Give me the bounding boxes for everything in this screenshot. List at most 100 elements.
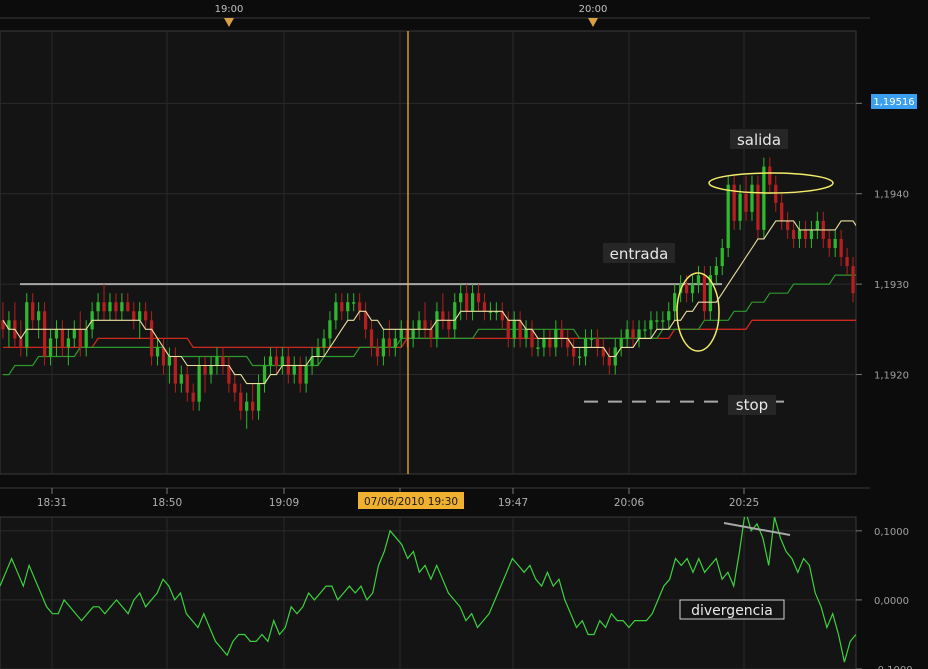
annotation-box	[603, 243, 675, 263]
candle-body	[536, 347, 540, 349]
crosshair-date-tag	[358, 492, 464, 509]
candle-body	[346, 302, 350, 312]
ma-mid-line	[3, 274, 856, 376]
candle-body	[661, 320, 665, 322]
entry-highlight-ellipse	[676, 272, 720, 352]
candle-body	[542, 338, 546, 348]
candle-body	[138, 311, 142, 321]
candle-body	[577, 356, 582, 358]
time-tick-label: 20:06	[614, 497, 645, 509]
candle-body	[524, 329, 528, 339]
candle-body	[114, 302, 118, 312]
candle-body	[310, 356, 314, 366]
candle-body	[239, 392, 243, 411]
candle-body	[227, 365, 231, 384]
candle-body	[447, 320, 451, 330]
candle-body	[352, 302, 356, 304]
oscillator-panel[interactable]	[0, 516, 857, 669]
candle-body	[643, 329, 647, 331]
time-tick-label: 20:25	[729, 497, 759, 509]
osc-tick-label: -0,1000	[874, 665, 913, 669]
candle-body	[744, 193, 748, 212]
candle-body	[482, 302, 487, 312]
candle-body	[7, 320, 11, 330]
time-marker-icon[interactable]	[224, 18, 234, 27]
candle-body	[809, 229, 814, 239]
candle-body	[506, 320, 510, 339]
candle-body	[465, 293, 469, 312]
candle-body	[37, 311, 41, 321]
candle-body	[726, 184, 730, 248]
candle-body	[637, 329, 641, 339]
candle-body	[762, 166, 766, 230]
annotation-box	[730, 129, 788, 149]
annotation-salida: salida	[737, 131, 781, 149]
osc-tick-label: 0,0000	[874, 596, 909, 607]
candle-body	[399, 329, 403, 339]
candle-body	[203, 365, 207, 375]
candle-body	[381, 338, 386, 357]
candle-body	[732, 184, 736, 221]
candle-body	[827, 238, 831, 248]
candle-body	[185, 374, 189, 393]
candle-body	[268, 356, 273, 366]
candle-body	[221, 356, 225, 366]
top-time-label: 19:00	[215, 4, 244, 15]
candle-body	[340, 302, 344, 312]
candle-body	[31, 302, 35, 321]
candle-body	[161, 347, 166, 366]
annotation-box	[679, 599, 785, 620]
candle-body	[316, 347, 320, 357]
candle-body	[595, 338, 600, 348]
candle-body	[601, 347, 605, 357]
candle-body	[815, 220, 819, 230]
candle-body	[149, 320, 154, 357]
candle-body	[328, 320, 332, 339]
candle-body	[375, 347, 380, 357]
candle-body	[476, 293, 481, 303]
candle-body	[167, 356, 172, 366]
price-tick-label: 1,1920	[874, 371, 909, 382]
candle-body	[619, 338, 623, 348]
time-tick-label: 18:31	[37, 497, 67, 509]
candle-body	[274, 356, 279, 366]
candle-body	[548, 338, 552, 348]
candle-body	[387, 338, 391, 348]
candle-body	[702, 275, 707, 312]
candle-body	[839, 238, 843, 258]
candle-body	[494, 311, 498, 313]
candle-body	[120, 302, 124, 312]
candle-body	[667, 311, 671, 321]
candle-body	[251, 401, 255, 411]
candle-body	[566, 338, 570, 348]
candle-body	[96, 302, 100, 312]
candle-body	[738, 193, 742, 221]
time-marker-icon[interactable]	[588, 18, 598, 27]
candle-body	[512, 320, 516, 339]
candle-body	[797, 229, 802, 239]
candle-body	[393, 338, 397, 348]
candle-body	[774, 184, 778, 203]
price-panel[interactable]	[0, 30, 857, 475]
candle-body	[500, 311, 504, 321]
price-tick-label: 1,1940	[874, 190, 909, 201]
candle-body	[518, 320, 522, 339]
candle-body	[84, 329, 88, 348]
candle-body	[768, 166, 772, 185]
candle-body	[423, 320, 427, 330]
candle-body	[625, 329, 629, 339]
candle-body	[108, 302, 112, 312]
annotation-entrada: entrada	[610, 245, 669, 263]
candle-body	[304, 365, 308, 384]
crosshair-date-label: 07/06/2010 19:30	[364, 496, 458, 508]
candle-body	[358, 302, 362, 312]
candle-body	[78, 329, 82, 348]
candle-body	[833, 238, 837, 248]
osc-tick-label: 0,1000	[874, 527, 909, 538]
candle-body	[66, 338, 70, 348]
candle-body	[1, 320, 5, 330]
candle-body	[690, 284, 695, 294]
candle-body	[48, 338, 53, 357]
